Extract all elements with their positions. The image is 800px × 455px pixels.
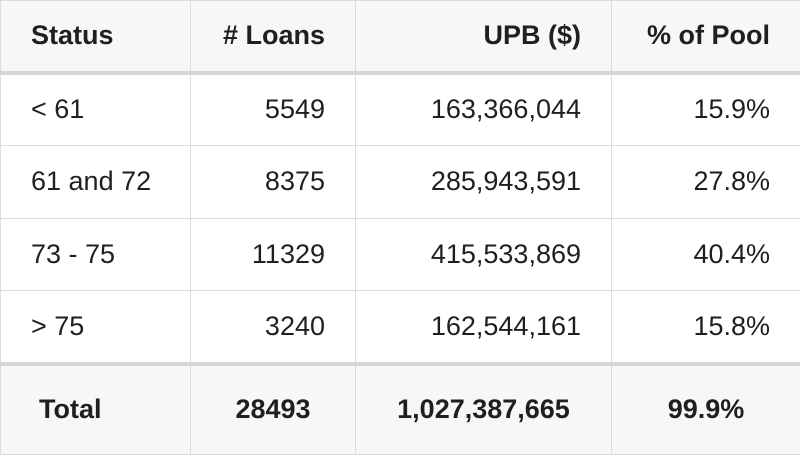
- cell-loans: 3240: [190, 290, 356, 366]
- cell-pool-percent: 40.4%: [611, 217, 800, 292]
- cell-pool-percent: 27.8%: [611, 144, 800, 219]
- table-row: 61 and 72 8375 285,943,591 27.8%: [0, 144, 800, 219]
- cell-loans: 5549: [190, 72, 356, 146]
- cell-status: < 61: [0, 72, 191, 146]
- cell-upb: 415,533,869: [355, 217, 612, 292]
- cell-loans: 11329: [190, 217, 356, 292]
- total-label: Total: [0, 363, 191, 455]
- cell-upb: 285,943,591: [355, 144, 612, 219]
- header-upb: UPB ($): [355, 0, 612, 75]
- cell-upb: 162,544,161: [355, 290, 612, 366]
- cell-status: > 75: [0, 290, 191, 366]
- header-pool-percent: % of Pool: [611, 0, 800, 75]
- table-header: Status # Loans UPB ($) % of Pool: [0, 0, 800, 75]
- header-loans: # Loans: [190, 0, 356, 75]
- table-row: < 61 5549 163,366,044 15.9%: [0, 72, 800, 146]
- cell-status: 73 - 75: [0, 217, 191, 292]
- total-row: Total 28493 1,027,387,665 99.9%: [0, 363, 800, 455]
- table-row: > 75 3240 162,544,161 15.8%: [0, 290, 800, 366]
- cell-upb: 163,366,044: [355, 72, 612, 146]
- total-pool-percent: 99.9%: [611, 363, 800, 455]
- cell-pool-percent: 15.8%: [611, 290, 800, 366]
- cell-status: 61 and 72: [0, 144, 191, 219]
- table-body: < 61 5549 163,366,044 15.9% 61 and 72 83…: [0, 72, 800, 366]
- table-row: 73 - 75 11329 415,533,869 40.4%: [0, 217, 800, 292]
- cell-pool-percent: 15.9%: [611, 72, 800, 146]
- table-footer: Total 28493 1,027,387,665 99.9%: [0, 363, 800, 455]
- total-upb: 1,027,387,665: [355, 363, 612, 455]
- header-status: Status: [0, 0, 191, 75]
- header-row: Status # Loans UPB ($) % of Pool: [0, 0, 800, 75]
- cell-loans: 8375: [190, 144, 356, 219]
- total-loans: 28493: [190, 363, 356, 455]
